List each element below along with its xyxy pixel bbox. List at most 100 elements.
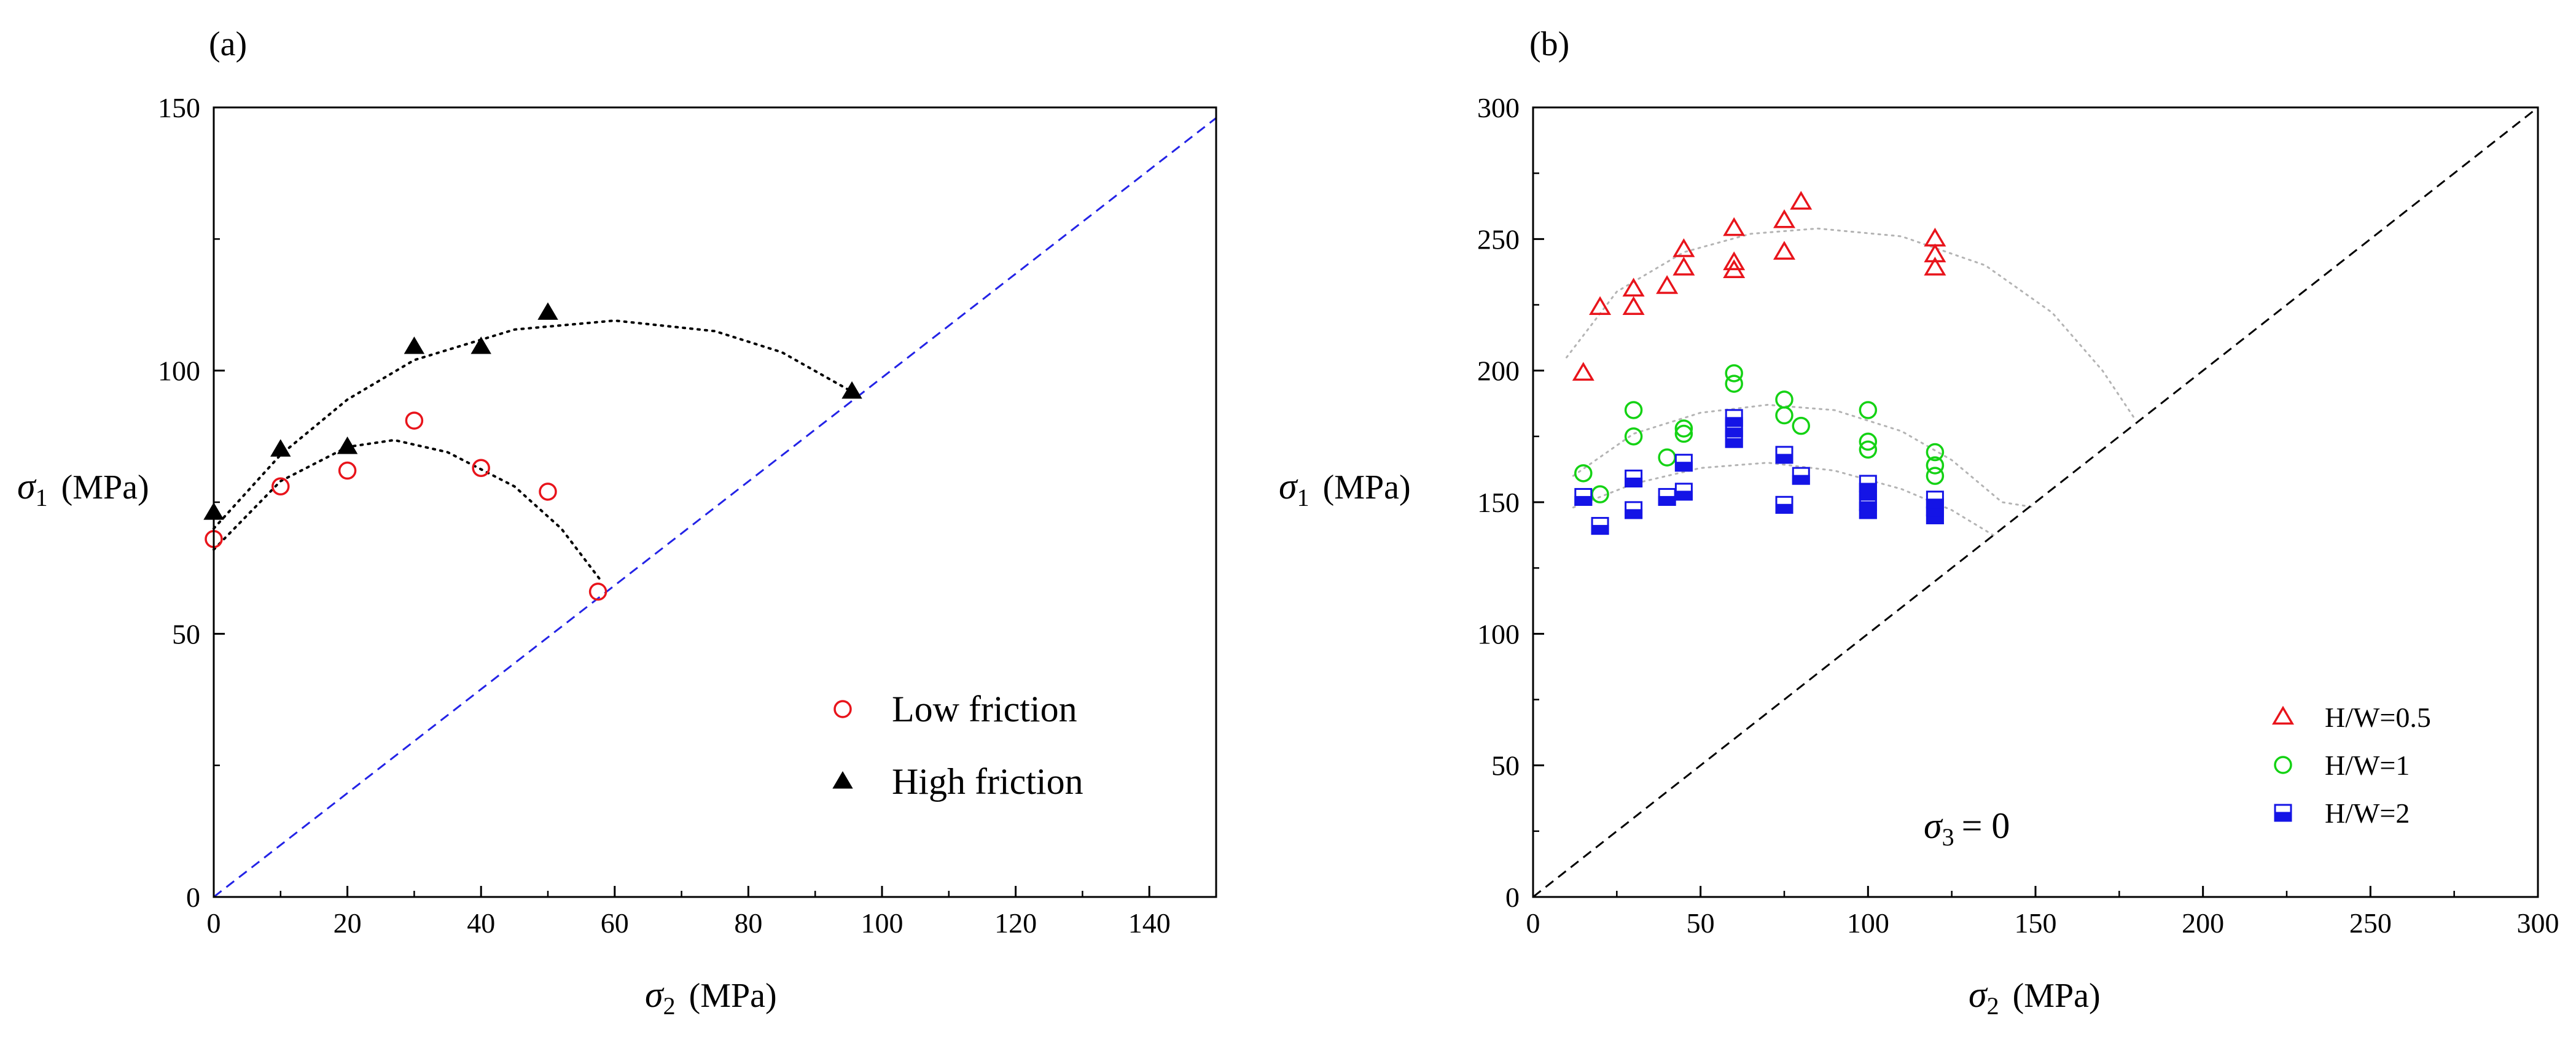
data-point-h-w-1	[1926, 456, 1945, 475]
panel-a-y-subscript: 1	[36, 484, 48, 511]
x-tick-label: 100	[1847, 907, 1889, 939]
data-point-h-w-1	[1624, 427, 1643, 446]
data-point-h-w-0-5	[1572, 362, 1594, 381]
data-point-h-w-0-5	[1656, 275, 1679, 294]
data-point-h-w-0-5	[1723, 217, 1746, 236]
data-point-high-friction	[337, 437, 358, 454]
data-point-high-friction	[470, 336, 491, 354]
data-point-low-friction	[588, 582, 607, 601]
panel-a-label: (a)	[209, 25, 247, 63]
data-point-h-w-0-5	[1672, 257, 1695, 276]
panel-b-y-unit: (MPa)	[1323, 468, 1411, 506]
panel-b-legend: H/W=0.5 H/W=1 H/W=2	[2271, 702, 2431, 829]
data-point-low-friction	[472, 459, 490, 478]
data-point-h-w-2	[1775, 446, 1793, 464]
x-tick-label: 140	[1128, 907, 1171, 939]
panel-a-legend: Low friction High friction	[832, 689, 1083, 802]
data-point-h-w-1	[1859, 432, 1878, 451]
reference-line	[1532, 106, 2539, 898]
y-tick-label: 100	[1477, 618, 1520, 650]
x-tick-label: 0	[207, 907, 221, 939]
y-tick-label: 50	[1491, 750, 1520, 782]
legend-marker-low-friction	[833, 700, 852, 718]
panel-b-x-symbol: σ	[1969, 974, 1988, 1015]
data-point-h-w-1	[1792, 416, 1811, 435]
data-point-h-w-1	[1658, 448, 1676, 467]
legend-label-low-friction: Low friction	[892, 689, 1077, 729]
panel-b-annotation: σ3 = 0	[1924, 805, 2010, 851]
x-tick-label: 120	[994, 907, 1037, 939]
panel-a-ticks: 0 20 40 60 80 100 120 140 0 50 100 150	[158, 92, 1171, 939]
y-tick-label: 200	[1477, 355, 1520, 387]
y-tick-label: 0	[1505, 882, 1520, 913]
data-point-h-w-2	[1674, 454, 1693, 472]
data-point-h-w-1	[1725, 374, 1743, 393]
data-point-h-w-1	[1674, 419, 1693, 438]
data-point-h-w-1	[1859, 440, 1878, 459]
panel-b-x-axis-label: σ2 (MPa)	[1969, 974, 2101, 1020]
panel-a-reference-line	[213, 117, 1217, 898]
data-point-h-w-2	[1926, 491, 1944, 509]
legend-label-h-w-1: H/W=1	[2325, 750, 2410, 781]
panel-b-reference-line	[1532, 106, 2539, 898]
x-tick-label: 100	[861, 907, 904, 939]
data-point-h-w-0-5	[1723, 251, 1746, 271]
data-point-low-friction	[539, 483, 557, 501]
data-point-high-friction	[841, 381, 862, 399]
data-point-h-w-0-5	[1589, 296, 1612, 316]
y-tick-label: 300	[1477, 92, 1520, 123]
x-tick-label: 60	[601, 907, 629, 939]
legend-label-h-w-0-5: H/W=0.5	[2325, 702, 2431, 733]
y-tick-label: 250	[1477, 223, 1520, 255]
panel-a-x-symbol: σ	[645, 974, 665, 1015]
y-tick-label: 0	[186, 882, 200, 913]
panel-b-ticks: 0 50 100 150 200 250 300 0 50 100 150 200 250 300	[1477, 92, 2559, 939]
data-point-h-w-2	[1658, 487, 1676, 506]
panel-b-y-symbol: σ	[1279, 466, 1298, 506]
trend-curve-high-friction	[213, 319, 853, 530]
x-tick-label: 250	[2349, 907, 2392, 939]
data-point-h-w-2	[1625, 469, 1643, 487]
panel-b-x-unit: (MPa)	[2013, 977, 2101, 1015]
data-point-h-w-0-5	[1924, 257, 1946, 276]
data-point-h-w-2	[1775, 495, 1793, 514]
data-point-h-w-1	[1775, 406, 1793, 425]
data-point-h-w-0-5	[1773, 209, 1796, 228]
data-point-h-w-1	[1926, 443, 1945, 462]
x-tick-label: 300	[2517, 907, 2559, 939]
data-point-h-w-1	[1574, 464, 1593, 483]
data-point-h-w-2	[1591, 517, 1609, 535]
trend-curve-h-w-0-5	[1566, 227, 2137, 422]
trend-curve-low-friction	[213, 438, 603, 583]
panel-b-annotation-symbol: σ	[1924, 805, 1943, 846]
x-tick-label: 40	[467, 907, 495, 939]
x-tick-label: 80	[734, 907, 762, 939]
data-point-h-w-1	[1725, 364, 1743, 382]
panel-b-data-points	[1572, 190, 1946, 535]
reference-line	[213, 117, 1217, 898]
data-point-h-w-2	[1625, 501, 1643, 519]
y-tick-label: 50	[172, 618, 200, 650]
legend-label-h-w-2: H/W=2	[2325, 797, 2410, 829]
panel-a-y-symbol: σ	[17, 466, 37, 506]
panel-b-annotation-text: = 0	[1962, 805, 2010, 846]
panel-b-y-axis-label: σ1 (MPa)	[1279, 466, 1411, 511]
data-point-h-w-1	[1674, 424, 1693, 443]
legend-label-high-friction: High friction	[892, 761, 1083, 802]
legend-marker-high-friction	[832, 771, 853, 789]
data-point-h-w-1	[1926, 467, 1945, 485]
panel-a-trend-curves	[213, 319, 853, 583]
data-point-low-friction	[338, 461, 357, 480]
data-point-h-w-2	[1859, 475, 1877, 493]
data-point-h-w-0-5	[1790, 190, 1813, 210]
data-point-h-w-1	[1775, 390, 1793, 409]
data-point-h-w-2	[1674, 483, 1693, 501]
panel-a-x-subscript: 2	[663, 992, 676, 1020]
panel-b-label: (b)	[1529, 25, 1569, 63]
data-point-h-w-0-5	[1924, 243, 1946, 263]
data-point-high-friction	[404, 336, 425, 354]
panel-a-x-unit: (MPa)	[689, 977, 777, 1015]
x-tick-label: 200	[2182, 907, 2224, 939]
data-point-h-w-1	[1859, 401, 1878, 419]
